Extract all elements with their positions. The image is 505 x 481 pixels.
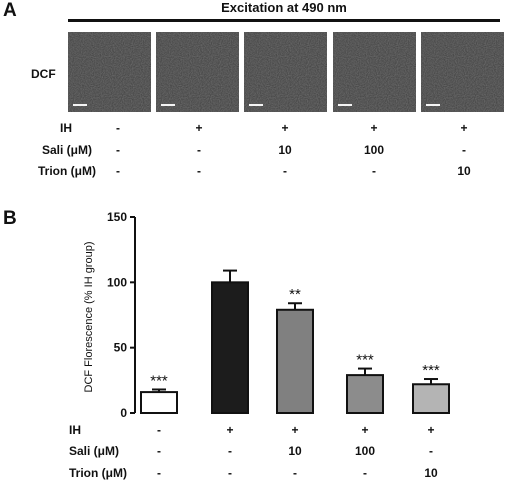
panel-b-row-label: Trion (μM) <box>69 466 127 480</box>
micrograph-1 <box>68 32 151 112</box>
panel-a-cell: 10 <box>457 164 471 178</box>
panel-a-cell: - <box>116 164 120 178</box>
panel-a-cell: - <box>116 121 120 135</box>
significance-label: *** <box>356 352 374 369</box>
y-tick-label: 150 <box>107 210 127 224</box>
panel-b-cell: + <box>361 423 369 437</box>
significance-label: *** <box>150 372 168 389</box>
bars: *********** <box>140 269 450 415</box>
panel-a-letter: A <box>3 0 17 21</box>
panel-b-cell: - <box>157 444 161 458</box>
micrograph-2 <box>156 32 239 112</box>
panel-b-cell: - <box>228 466 232 480</box>
y-axis: 0 50 100 150 <box>107 210 136 420</box>
excitation-header: Excitation at 490 nm <box>221 0 347 15</box>
panel-a-row-label: IH <box>60 121 72 135</box>
panel-b-cell: - <box>429 444 433 458</box>
panel-a-cell: - <box>197 143 201 157</box>
scale-bar <box>73 104 87 106</box>
bar <box>412 383 450 414</box>
panel-b-cell: + <box>226 423 234 437</box>
panel-b-row-label: IH <box>69 423 81 437</box>
header-rule <box>68 19 500 22</box>
panel-b-cell: - <box>157 466 161 480</box>
y-tick-label: 0 <box>120 406 127 420</box>
significance-label: ** <box>289 286 301 303</box>
panel-a-cell: 10 <box>278 143 292 157</box>
bar <box>346 374 384 415</box>
y-axis-title: DCF Florescence (% IH group) <box>83 242 95 393</box>
panel-a-cell: - <box>283 164 287 178</box>
panel-a-cell: + <box>460 121 468 135</box>
panel-a-cell: - <box>116 143 120 157</box>
bar <box>140 391 178 415</box>
panel-a-cell: - <box>197 164 201 178</box>
scale-bar <box>249 104 263 106</box>
panel-a-cell: + <box>370 121 378 135</box>
panel-b-cell: + <box>291 423 299 437</box>
panel-b-cell: - <box>157 423 161 437</box>
y-tick-label: 50 <box>114 341 128 355</box>
panel-a-cell: + <box>281 121 289 135</box>
panel-b-cell: 10 <box>288 444 302 458</box>
panel-b-cell: 100 <box>354 444 376 458</box>
scale-bar <box>161 104 175 106</box>
dcf-row-label: DCF <box>31 67 56 81</box>
panel-a-row-label: Trion (μM) <box>38 164 96 178</box>
panel-b-row-label: Sali (μM) <box>69 444 120 458</box>
panel-b-cell: - <box>363 466 367 480</box>
bar <box>276 308 314 414</box>
panel-b-cell: 10 <box>424 466 438 480</box>
scale-bar <box>426 104 440 106</box>
panel-b-cell: - <box>228 444 232 458</box>
y-tick-label: 100 <box>107 275 127 289</box>
panel-a-cell: + <box>195 121 203 135</box>
scale-bar <box>338 104 352 106</box>
panel-a-cell: 100 <box>363 143 385 157</box>
micrograph-4 <box>333 32 416 112</box>
panel-a-row-label: Sali (μM) <box>42 143 93 157</box>
significance-label: *** <box>422 362 440 379</box>
panel-b-letter: B <box>3 208 17 229</box>
panel-b-cell: - <box>293 466 297 480</box>
panel-b-cell: + <box>427 423 435 437</box>
panel-a-cell: - <box>372 164 376 178</box>
micrograph-3 <box>244 32 327 112</box>
panel-a-cell: - <box>462 143 466 157</box>
bar <box>211 281 249 415</box>
micrograph-5 <box>421 32 504 112</box>
